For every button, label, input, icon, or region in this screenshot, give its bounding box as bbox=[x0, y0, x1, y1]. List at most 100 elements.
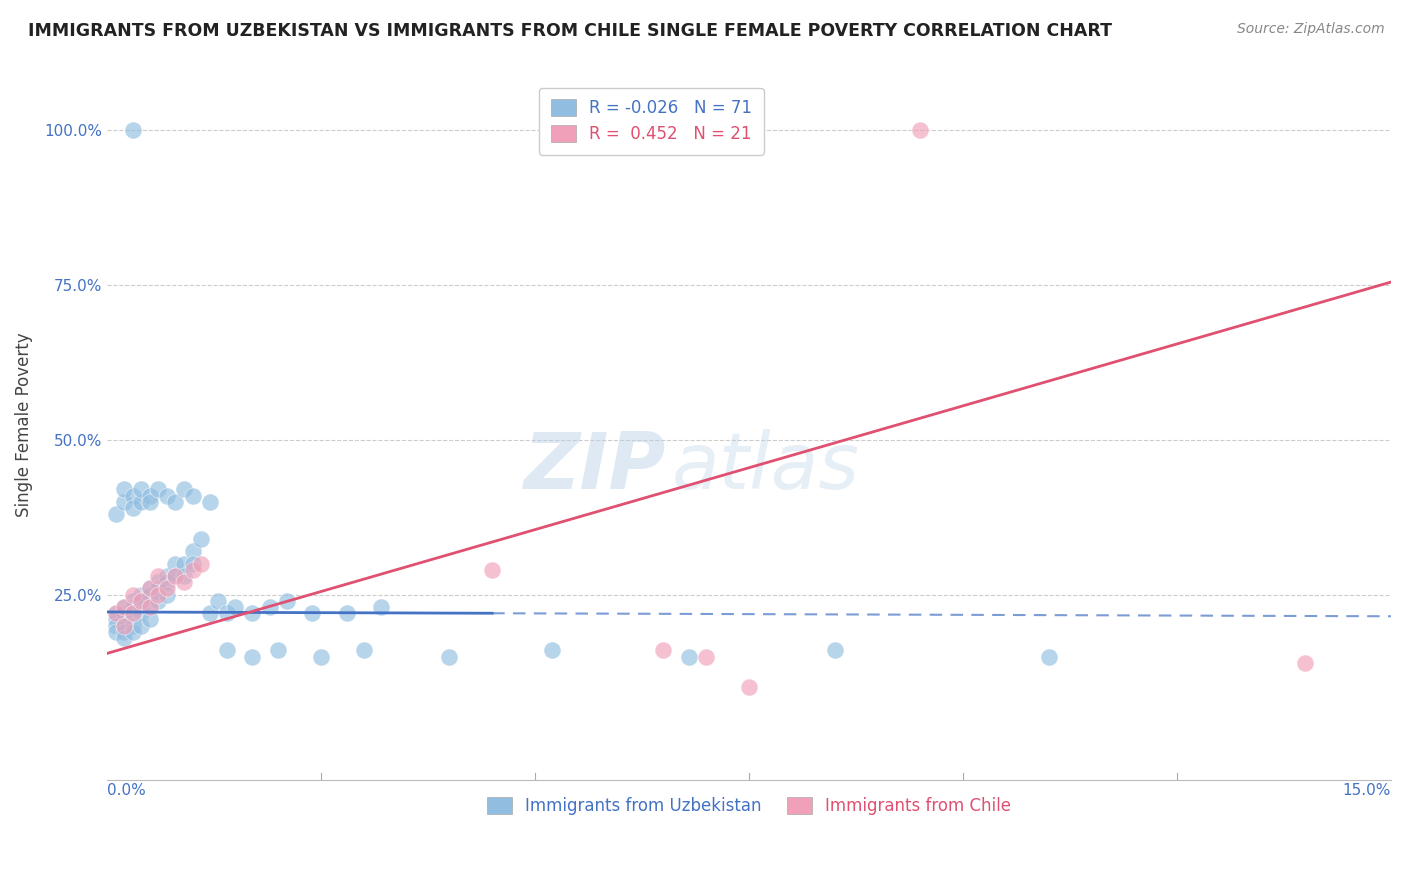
Point bbox=[139, 495, 162, 509]
Point bbox=[181, 544, 204, 558]
Point bbox=[148, 594, 170, 608]
Point bbox=[1294, 656, 1316, 670]
Point bbox=[215, 606, 238, 620]
Point bbox=[242, 606, 264, 620]
Point bbox=[259, 599, 281, 614]
Point bbox=[121, 594, 143, 608]
Point bbox=[652, 643, 675, 657]
Point bbox=[121, 606, 143, 620]
Point bbox=[824, 643, 846, 657]
Point bbox=[301, 606, 323, 620]
Point bbox=[139, 599, 162, 614]
Point bbox=[104, 507, 127, 521]
Point bbox=[695, 649, 717, 664]
Point bbox=[121, 123, 143, 137]
Point bbox=[267, 643, 290, 657]
Point bbox=[104, 612, 127, 626]
Point bbox=[121, 624, 143, 639]
Point bbox=[148, 483, 170, 497]
Point bbox=[181, 557, 204, 571]
Point bbox=[181, 563, 204, 577]
Text: IMMIGRANTS FROM UZBEKISTAN VS IMMIGRANTS FROM CHILE SINGLE FEMALE POVERTY CORREL: IMMIGRANTS FROM UZBEKISTAN VS IMMIGRANTS… bbox=[28, 22, 1112, 40]
Point bbox=[139, 582, 162, 596]
Legend: Immigrants from Uzbekistan, Immigrants from Chile: Immigrants from Uzbekistan, Immigrants f… bbox=[477, 787, 1021, 825]
Point bbox=[129, 483, 152, 497]
Point bbox=[156, 569, 179, 583]
Point bbox=[121, 606, 143, 620]
Point bbox=[121, 489, 143, 503]
Point bbox=[148, 582, 170, 596]
Point bbox=[139, 489, 162, 503]
Point bbox=[276, 594, 298, 608]
Point bbox=[112, 606, 135, 620]
Point bbox=[207, 594, 229, 608]
Point bbox=[738, 681, 761, 695]
Point bbox=[173, 569, 195, 583]
Point bbox=[190, 532, 212, 546]
Point bbox=[173, 483, 195, 497]
Point bbox=[121, 618, 143, 632]
Point bbox=[104, 606, 127, 620]
Point bbox=[439, 649, 461, 664]
Point bbox=[129, 594, 152, 608]
Point bbox=[112, 599, 135, 614]
Point bbox=[112, 624, 135, 639]
Point bbox=[165, 569, 187, 583]
Text: atlas: atlas bbox=[672, 429, 860, 505]
Point bbox=[104, 606, 127, 620]
Text: 0.0%: 0.0% bbox=[107, 783, 146, 798]
Point bbox=[139, 612, 162, 626]
Point bbox=[678, 649, 700, 664]
Text: Source: ZipAtlas.com: Source: ZipAtlas.com bbox=[1237, 22, 1385, 37]
Point bbox=[215, 643, 238, 657]
Point bbox=[112, 599, 135, 614]
Point bbox=[190, 557, 212, 571]
Point bbox=[104, 618, 127, 632]
Point bbox=[165, 569, 187, 583]
Text: 15.0%: 15.0% bbox=[1343, 783, 1391, 798]
Point bbox=[121, 500, 143, 515]
Point bbox=[112, 631, 135, 645]
Text: ZIP: ZIP bbox=[523, 429, 665, 505]
Point bbox=[129, 588, 152, 602]
Point bbox=[173, 557, 195, 571]
Point bbox=[309, 649, 332, 664]
Point bbox=[541, 643, 564, 657]
Point bbox=[139, 599, 162, 614]
Point bbox=[112, 495, 135, 509]
Point bbox=[121, 588, 143, 602]
Point bbox=[198, 495, 221, 509]
Point bbox=[112, 618, 135, 632]
Point bbox=[481, 563, 503, 577]
Point bbox=[353, 643, 375, 657]
Point bbox=[129, 495, 152, 509]
Point bbox=[165, 557, 187, 571]
Point bbox=[129, 594, 152, 608]
Point bbox=[148, 588, 170, 602]
Point bbox=[112, 618, 135, 632]
Point bbox=[148, 575, 170, 590]
Point bbox=[156, 582, 179, 596]
Point bbox=[139, 582, 162, 596]
Point bbox=[1038, 649, 1060, 664]
Point bbox=[242, 649, 264, 664]
Point bbox=[198, 606, 221, 620]
Point bbox=[165, 495, 187, 509]
Point bbox=[181, 489, 204, 503]
Point bbox=[139, 588, 162, 602]
Point bbox=[908, 123, 931, 137]
Point bbox=[224, 599, 246, 614]
Point bbox=[173, 575, 195, 590]
Y-axis label: Single Female Poverty: Single Female Poverty bbox=[15, 332, 32, 516]
Point bbox=[129, 606, 152, 620]
Point bbox=[370, 599, 392, 614]
Point bbox=[129, 618, 152, 632]
Point bbox=[156, 489, 179, 503]
Point bbox=[336, 606, 359, 620]
Point bbox=[156, 588, 179, 602]
Point bbox=[112, 483, 135, 497]
Point bbox=[104, 624, 127, 639]
Point bbox=[148, 569, 170, 583]
Point bbox=[156, 575, 179, 590]
Point bbox=[121, 599, 143, 614]
